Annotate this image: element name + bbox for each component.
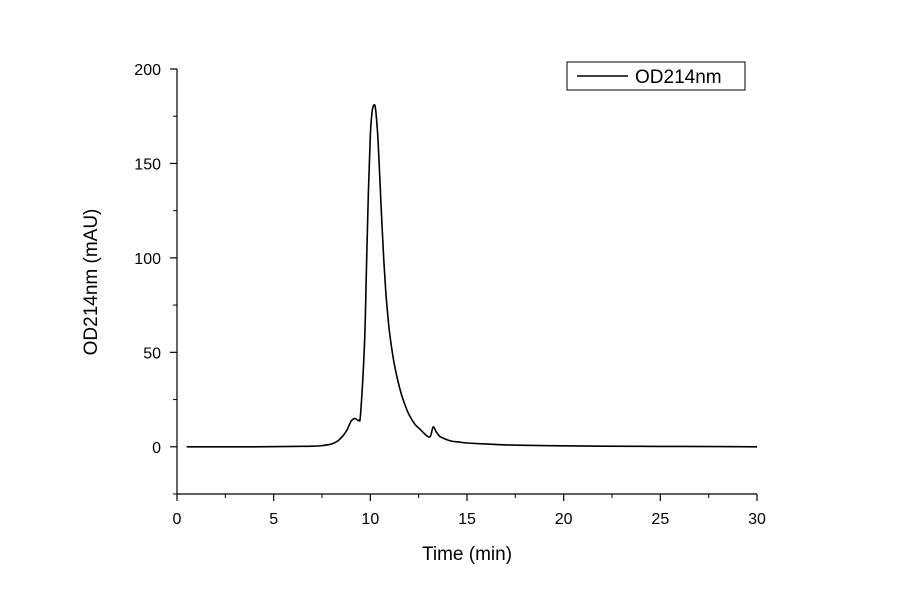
series-layer xyxy=(186,103,758,448)
y-tick-label: 200 xyxy=(134,62,161,79)
y-tick-label: 150 xyxy=(134,156,161,173)
x-tick-label: 20 xyxy=(555,511,573,528)
y-tick-label: 0 xyxy=(152,440,161,457)
x-tick-label: 5 xyxy=(269,511,278,528)
y-axis-title: OD214nm (mAU) xyxy=(81,209,102,356)
legend: OD214nm xyxy=(566,61,746,91)
x-axis-title: Time (min) xyxy=(422,544,512,565)
x-tick-label: 25 xyxy=(651,511,669,528)
x-tick-label: 10 xyxy=(361,511,379,528)
tick-labels: 0 5 10 15 20 25 30 0 50 100 150 200 xyxy=(134,62,766,528)
x-tick-label: 15 xyxy=(458,511,476,528)
y-tick-label: 50 xyxy=(143,345,161,362)
y-tick-label: 100 xyxy=(134,251,161,268)
series-line-od214nm xyxy=(186,103,758,448)
tick-marks xyxy=(170,68,758,501)
x-tick-label: 30 xyxy=(748,511,766,528)
x-tick-label: 0 xyxy=(173,511,182,528)
legend-entry-od214nm: OD214nm xyxy=(635,67,722,88)
axes xyxy=(176,69,757,495)
